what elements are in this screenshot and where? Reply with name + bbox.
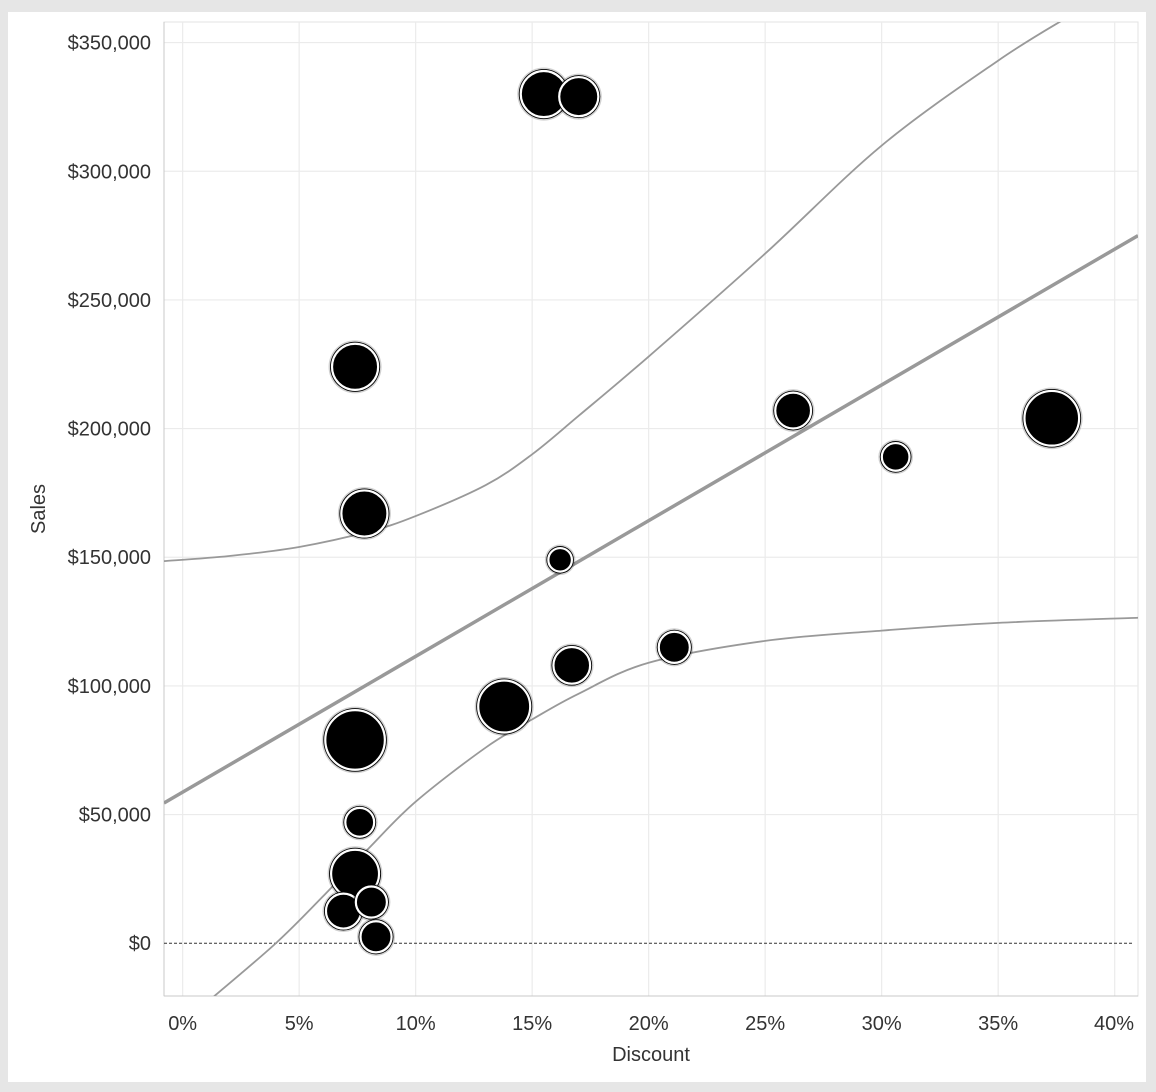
- data-point-core: [344, 806, 376, 838]
- data-point[interactable]: [549, 643, 594, 688]
- plot-area: [163, 21, 1139, 997]
- x-tick-label: 25%: [745, 1013, 785, 1035]
- y-tick-label: $350,000: [68, 33, 151, 55]
- data-point[interactable]: [328, 340, 382, 394]
- data-point-core: [552, 645, 592, 685]
- data-point-core: [774, 391, 813, 430]
- y-tick-label: $100,000: [68, 676, 151, 698]
- data-point[interactable]: [352, 883, 391, 922]
- upper-confidence-band: [164, 22, 1062, 563]
- data-point-core: [1023, 389, 1081, 447]
- data-point[interactable]: [878, 439, 914, 475]
- data-point-core: [880, 441, 911, 472]
- x-tick-label: 20%: [629, 1013, 669, 1035]
- x-tick-label: 0%: [168, 1013, 197, 1035]
- data-point-core: [657, 630, 691, 664]
- chart-frame: $0 $50,000 $100,000 $150,000 $200,000 $250,00…: [8, 12, 1146, 1082]
- data-point[interactable]: [771, 389, 815, 432]
- data-point[interactable]: [474, 677, 534, 737]
- trend-line: [164, 234, 1138, 805]
- y-tick-label: $50,000: [79, 805, 151, 827]
- y-tick-label: $150,000: [68, 547, 151, 569]
- scatter-chart: $0 $50,000 $100,000 $150,000 $200,000 $250,00…: [28, 21, 1139, 1066]
- grid-lines: [164, 22, 1138, 996]
- trend-lines: [164, 22, 1138, 996]
- data-point[interactable]: [337, 486, 391, 541]
- data-point-core: [324, 709, 386, 771]
- lower-confidence-band: [213, 616, 1138, 996]
- x-tick-label: 40%: [1094, 1013, 1134, 1035]
- data-point-core: [558, 75, 600, 118]
- data-point[interactable]: [544, 544, 576, 576]
- data-point[interactable]: [517, 67, 571, 121]
- y-tick-label: $250,000: [68, 290, 151, 312]
- x-tick-label: 5%: [285, 1013, 314, 1035]
- x-tick-label: 35%: [978, 1013, 1018, 1035]
- data-point[interactable]: [321, 706, 389, 774]
- y-tick-label: $0: [129, 933, 151, 955]
- data-point-core: [477, 679, 532, 734]
- data-point-core: [547, 546, 574, 573]
- data-point-core: [340, 489, 389, 538]
- data-point[interactable]: [655, 628, 694, 667]
- data-point[interactable]: [555, 73, 602, 120]
- x-tick-label: 30%: [862, 1013, 902, 1035]
- y-axis-title: Sales: [28, 484, 50, 534]
- data-point[interactable]: [1020, 387, 1083, 450]
- data-point-core: [354, 885, 389, 919]
- data-point[interactable]: [357, 917, 396, 956]
- x-tick-label: 10%: [396, 1013, 436, 1035]
- data-point-core: [359, 920, 393, 954]
- x-axis-tick-labels: 0% 5% 10% 15% 20% 25% 30% 35% 40%: [168, 1013, 1134, 1035]
- x-tick-label: 15%: [512, 1013, 552, 1035]
- data-point-core: [330, 342, 380, 391]
- y-tick-label: $200,000: [68, 419, 151, 441]
- y-tick-label: $300,000: [68, 161, 151, 183]
- data-point[interactable]: [341, 804, 378, 841]
- data-point[interactable]: [322, 890, 365, 933]
- y-axis-tick-labels: $0 $50,000 $100,000 $150,000 $200,000 $250,00…: [68, 33, 151, 956]
- data-points: [321, 67, 1083, 956]
- x-axis-title: Discount: [612, 1044, 690, 1066]
